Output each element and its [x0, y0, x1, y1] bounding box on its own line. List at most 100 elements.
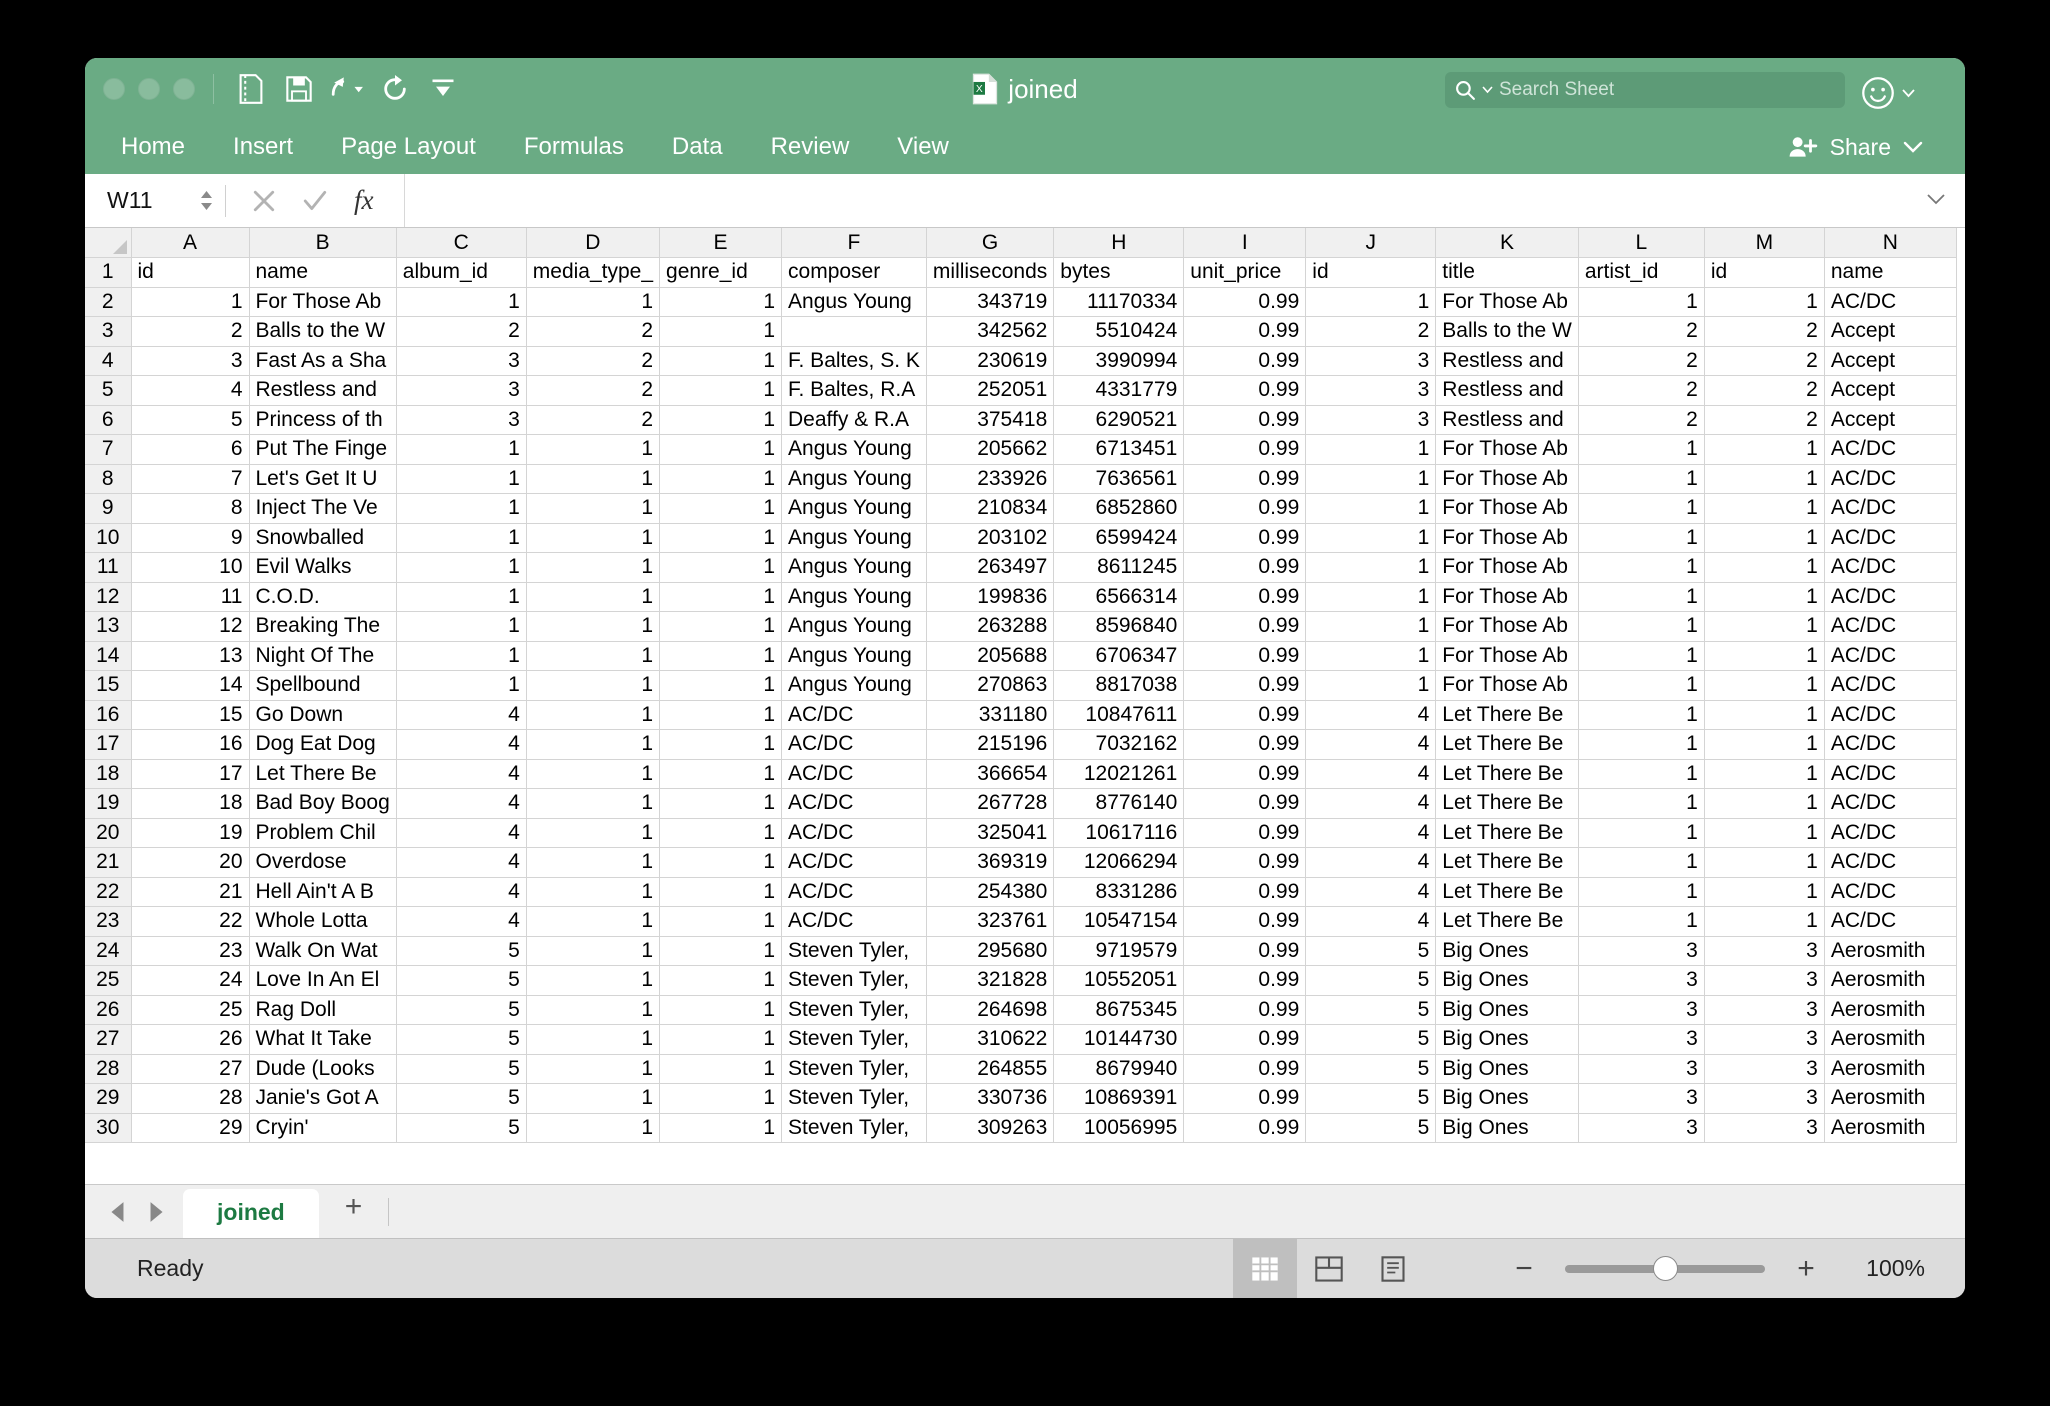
cell-I27[interactable]: 0.99	[1183, 1024, 1307, 1055]
cell-I26[interactable]: 0.99	[1183, 995, 1307, 1025]
cell-J17[interactable]: 4	[1305, 729, 1437, 760]
row-header-4[interactable]: 4	[85, 346, 132, 376]
cell-K22[interactable]: Let There Be	[1435, 877, 1579, 907]
cell-E17[interactable]: 1	[659, 729, 783, 760]
cell-F3[interactable]	[781, 316, 927, 347]
cell-A7[interactable]: 6	[131, 434, 250, 465]
cell-J6[interactable]: 3	[1305, 405, 1437, 435]
cell-N12[interactable]: AC/DC	[1824, 582, 1957, 612]
row-header-29[interactable]: 29	[85, 1083, 132, 1114]
cell-F12[interactable]: Angus Young	[781, 582, 927, 612]
cell-A8[interactable]: 7	[131, 464, 250, 494]
cell-L11[interactable]: 1	[1578, 552, 1705, 583]
cell-B29[interactable]: Janie's Got A	[249, 1083, 397, 1114]
cell-B24[interactable]: Walk On Wat	[249, 936, 397, 966]
cell-G30[interactable]: 309263	[926, 1113, 1055, 1143]
cell-C12[interactable]: 1	[396, 582, 527, 612]
cell-A10[interactable]: 9	[131, 523, 250, 553]
cell-B2[interactable]: For Those Ab	[249, 287, 397, 317]
cell-C19[interactable]: 4	[396, 788, 527, 819]
cell-L15[interactable]: 1	[1578, 670, 1705, 701]
cell-A13[interactable]: 12	[131, 611, 250, 642]
search-sheet-input[interactable]: Search Sheet	[1445, 72, 1845, 108]
cell-G23[interactable]: 323761	[926, 906, 1055, 937]
cell-D9[interactable]: 1	[526, 493, 661, 524]
cell-K11[interactable]: For Those Ab	[1435, 552, 1579, 583]
name-box-stepper[interactable]	[200, 191, 213, 210]
cell-J11[interactable]: 1	[1305, 552, 1437, 583]
cell-G24[interactable]: 295680	[926, 936, 1055, 966]
cell-G16[interactable]: 331180	[926, 700, 1055, 730]
cell-L17[interactable]: 1	[1578, 729, 1705, 760]
cell-C28[interactable]: 5	[396, 1054, 527, 1084]
column-header-m[interactable]: M	[1704, 228, 1825, 258]
cell-B8[interactable]: Let's Get It U	[249, 464, 397, 494]
cell-I14[interactable]: 0.99	[1183, 641, 1307, 671]
cell-M24[interactable]: 3	[1704, 936, 1825, 966]
row-header-19[interactable]: 19	[85, 788, 132, 819]
column-header-g[interactable]: G	[926, 228, 1055, 258]
row-header-12[interactable]: 12	[85, 582, 132, 612]
cell-C5[interactable]: 3	[396, 375, 527, 406]
cancel-x-icon[interactable]	[252, 189, 276, 213]
cell-D28[interactable]: 1	[526, 1054, 661, 1084]
cell-C30[interactable]: 5	[396, 1113, 527, 1143]
cell-B12[interactable]: C.O.D.	[249, 582, 397, 612]
cell-I29[interactable]: 0.99	[1183, 1083, 1307, 1114]
cell-C1[interactable]: album_id	[396, 257, 527, 288]
cell-H25[interactable]: 10552051	[1053, 965, 1185, 996]
cell-I7[interactable]: 0.99	[1183, 434, 1307, 465]
row-header-2[interactable]: 2	[85, 287, 132, 317]
cell-H13[interactable]: 8596840	[1053, 611, 1185, 642]
cell-N10[interactable]: AC/DC	[1824, 523, 1957, 553]
cell-B18[interactable]: Let There Be	[249, 759, 397, 789]
cell-E14[interactable]: 1	[659, 641, 783, 671]
zoom-in-button[interactable]: +	[1797, 1251, 1815, 1285]
cell-D4[interactable]: 2	[526, 346, 661, 376]
cell-D24[interactable]: 1	[526, 936, 661, 966]
cell-H9[interactable]: 6852860	[1053, 493, 1185, 524]
cell-M4[interactable]: 2	[1704, 346, 1825, 376]
row-header-8[interactable]: 8	[85, 464, 132, 494]
undo-icon[interactable]	[328, 70, 366, 108]
cell-M13[interactable]: 1	[1704, 611, 1825, 642]
cell-K19[interactable]: Let There Be	[1435, 788, 1579, 819]
tab-review[interactable]: Review	[770, 133, 850, 160]
cell-M26[interactable]: 3	[1704, 995, 1825, 1025]
cell-C20[interactable]: 4	[396, 818, 527, 848]
minimize-button[interactable]	[138, 78, 160, 100]
cell-H3[interactable]: 5510424	[1053, 316, 1185, 347]
tab-insert[interactable]: Insert	[233, 133, 294, 160]
cell-I24[interactable]: 0.99	[1183, 936, 1307, 966]
cell-J7[interactable]: 1	[1305, 434, 1437, 465]
cell-H27[interactable]: 10144730	[1053, 1024, 1185, 1055]
cell-E20[interactable]: 1	[659, 818, 783, 848]
cell-H8[interactable]: 7636561	[1053, 464, 1185, 494]
cell-D6[interactable]: 2	[526, 405, 661, 435]
cell-F28[interactable]: Steven Tyler,	[781, 1054, 927, 1084]
cell-H15[interactable]: 8817038	[1053, 670, 1185, 701]
cell-J1[interactable]: id	[1305, 257, 1437, 288]
previous-sheet-icon[interactable]	[107, 1200, 129, 1224]
cell-J14[interactable]: 1	[1305, 641, 1437, 671]
column-header-b[interactable]: B	[249, 228, 397, 258]
cell-G26[interactable]: 264698	[926, 995, 1055, 1025]
cell-N7[interactable]: AC/DC	[1824, 434, 1957, 465]
cell-H14[interactable]: 6706347	[1053, 641, 1185, 671]
cell-B22[interactable]: Hell Ain't A B	[249, 877, 397, 907]
cell-M14[interactable]: 1	[1704, 641, 1825, 671]
cell-A2[interactable]: 1	[131, 287, 250, 317]
cell-C18[interactable]: 4	[396, 759, 527, 789]
cell-L7[interactable]: 1	[1578, 434, 1705, 465]
cell-D15[interactable]: 1	[526, 670, 661, 701]
cell-F13[interactable]: Angus Young	[781, 611, 927, 642]
cell-B7[interactable]: Put The Finge	[249, 434, 397, 465]
tab-view[interactable]: View	[897, 133, 949, 160]
cell-L19[interactable]: 1	[1578, 788, 1705, 819]
cell-N18[interactable]: AC/DC	[1824, 759, 1957, 789]
cell-J29[interactable]: 5	[1305, 1083, 1437, 1114]
cell-F6[interactable]: Deaffy & R.A	[781, 405, 927, 435]
cell-D27[interactable]: 1	[526, 1024, 661, 1055]
column-header-n[interactable]: N	[1824, 228, 1957, 258]
